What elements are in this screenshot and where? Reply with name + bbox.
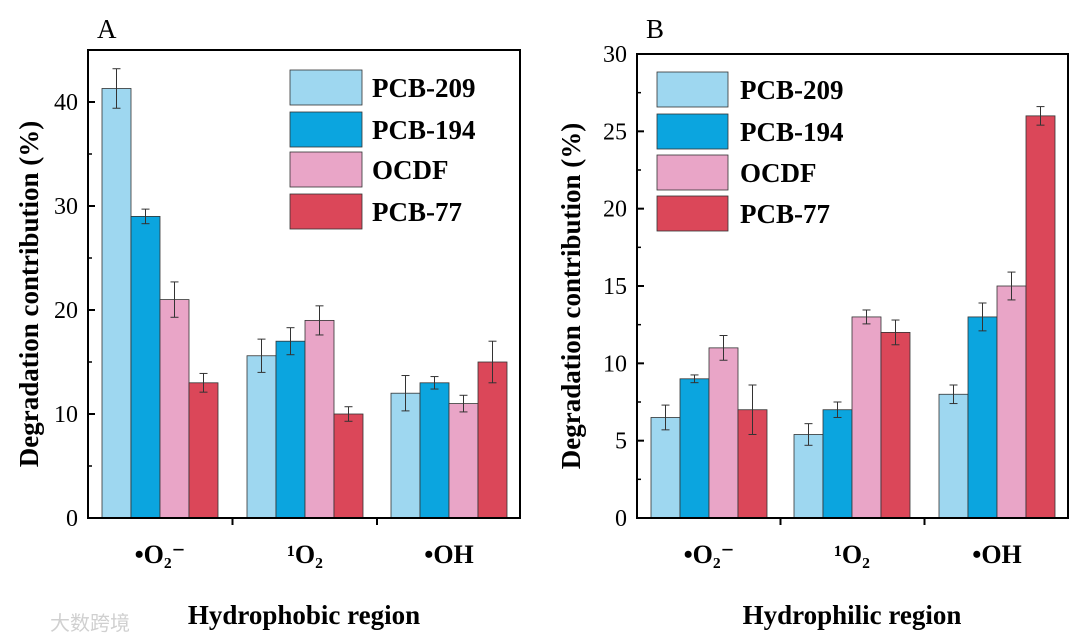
y-axis-title: Degradation contribution (%) [14,121,44,468]
x-category-label: ¹O₂ [834,540,870,569]
bar [448,403,479,519]
bar [188,382,219,519]
legend-label: PCB-194 [740,117,844,147]
x-category-label: ¹O₂ [287,540,323,569]
y-tick-label: 20 [54,298,78,324]
panel-label: B [646,14,664,44]
plot-frame [87,49,521,519]
x-category-label: •OH [424,540,474,569]
y-tick-label: 15 [603,274,627,300]
bar [996,285,1027,519]
x-category-label: •O₂⁻ [684,540,735,569]
legend-swatch [289,69,363,106]
bar [1025,115,1056,519]
panel-label: A [97,14,117,44]
x-axis-title: Hydrophilic region [743,600,962,630]
y-tick-label: 30 [603,42,627,68]
y-tick-label: 20 [603,197,627,223]
legend-label: PCB-194 [372,115,476,145]
panel-a: 0 10 20 30 40 •O₂⁻ ¹O₂ •OH Hydrophobic region Deg… [14,14,521,630]
legend-swatch [656,71,729,108]
y-tick-label: 10 [54,402,78,428]
legend-label: PCB-209 [740,75,844,105]
bar [880,331,911,519]
bar [275,340,306,519]
bar [679,378,710,519]
y-tick-label: 5 [615,429,627,455]
x-axis-title: Hydrophobic region [188,600,420,630]
x-category-label: •OH [972,540,1022,569]
bar [333,413,364,519]
legend-label: PCB-77 [372,197,462,227]
x-category-label: •O₂⁻ [135,540,186,569]
bar [793,434,824,519]
y-tick-label: 0 [66,506,78,532]
bar [130,215,161,519]
bar [822,409,853,519]
panel-b: 0 5 10 15 20 25 30 •O₂⁻ ¹O₂ •OH Hydrophilic region… [556,14,1069,630]
bar [477,361,508,519]
legend-label: OCDF [372,155,449,185]
bar [938,393,969,519]
legend-label: PCB-209 [372,73,476,103]
legend-swatch [656,195,729,232]
legend-swatch [289,111,363,148]
legend-swatch [289,193,363,230]
bar [650,417,681,519]
y-tick-label: 10 [603,351,627,377]
bar [390,392,421,519]
bar [967,316,998,519]
legend-label: OCDF [740,158,817,188]
bar [419,382,450,519]
y-tick-label: 30 [54,194,78,220]
bar [159,299,190,519]
y-tick-label: 25 [603,119,627,145]
bar [851,316,882,519]
y-axis-title: Degradation contribution (%) [556,123,586,470]
bar [708,347,739,519]
legend-swatch [656,154,729,191]
bar [246,355,277,519]
y-tick-label: 0 [615,506,627,532]
y-tick-label: 40 [54,90,78,116]
watermark: 大数跨境 [50,611,130,635]
legend-swatch [656,113,729,150]
bar [304,319,335,519]
legend-swatch [289,151,363,188]
legend-label: PCB-77 [740,199,830,229]
bar [101,88,132,519]
